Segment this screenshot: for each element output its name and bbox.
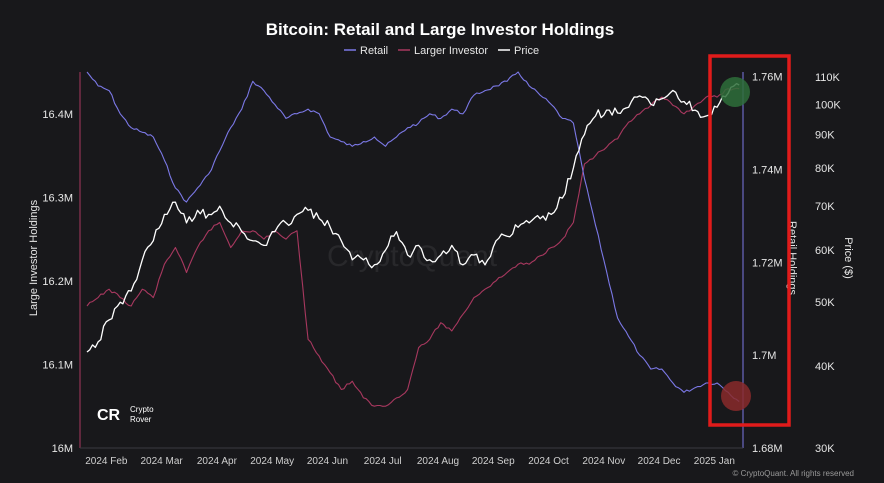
x-tick-2024-feb: 2024 Feb: [85, 456, 128, 467]
crypto-rover-logo: CR Crypto Rover: [97, 405, 154, 424]
right-outer-axis-title: Price ($): [842, 237, 854, 279]
left-tick-16-2m: 16.2M: [42, 276, 73, 288]
watermark: CryptoQuant: [327, 240, 498, 273]
x-tick-2024-mar: 2024 Mar: [140, 456, 183, 467]
x-tick-2025-jan: 2025 Jan: [694, 456, 735, 467]
left-axis-ticks: 16M 16.1M 16.2M 16.3M 16.4M: [42, 109, 73, 455]
left-tick-16-1m: 16.1M: [42, 359, 73, 371]
left-axis-title: Large Investor Holdings: [28, 199, 40, 316]
legend: Retail Larger Investor Price: [344, 45, 539, 57]
retail-tick-1-76m: 1.76M: [752, 72, 783, 84]
left-tick-16-4m: 16.4M: [42, 109, 73, 121]
x-tick-2024-jul: 2024 Jul: [364, 456, 402, 467]
price-tick-50k: 50K: [815, 297, 835, 309]
series-lines: [86, 71, 740, 407]
retail-tick-1-68m: 1.68M: [752, 443, 783, 455]
x-tick-2024-dec: 2024 Dec: [638, 456, 681, 467]
price-tick-40k: 40K: [815, 361, 835, 373]
legend-label-retail: Retail: [360, 45, 388, 57]
left-tick-16-3m: 16.3M: [42, 192, 73, 204]
price-tick-90k: 90K: [815, 129, 835, 141]
annotation-highlight-box: [708, 54, 791, 427]
series-line-price: [86, 82, 740, 353]
cr-logo-icon: CR: [97, 407, 121, 424]
retail-tick-1-7m: 1.7M: [752, 350, 776, 362]
x-axis-ticks: 2024 Feb 2024 Mar 2024 Apr 2024 May 2024 Jun…: [85, 456, 735, 467]
series-line-retail: [86, 71, 740, 403]
x-tick-2024-may: 2024 May: [250, 456, 294, 467]
annotation-circle-high: [720, 77, 750, 107]
left-tick-16m: 16M: [52, 443, 73, 455]
x-tick-2024-apr: 2024 Apr: [197, 456, 238, 467]
price-tick-30k: 30K: [815, 443, 835, 455]
price-tick-70k: 70K: [815, 201, 835, 213]
legend-label-larger-investor: Larger Investor: [414, 45, 488, 57]
retail-axis-ticks: 1.68M 1.7M 1.72M 1.74M 1.76M: [752, 72, 783, 455]
retail-tick-1-72m: 1.72M: [752, 257, 783, 269]
x-tick-2024-aug: 2024 Aug: [417, 456, 459, 467]
series-line-larger-investor: [86, 87, 740, 407]
x-tick-2024-jun: 2024 Jun: [307, 456, 348, 467]
price-tick-60k: 60K: [815, 245, 835, 257]
price-tick-100k: 100K: [815, 99, 841, 111]
price-tick-80k: 80K: [815, 163, 835, 175]
x-tick-2024-oct: 2024 Oct: [528, 456, 569, 467]
annotation-circle-low: [721, 381, 751, 411]
legend-label-price: Price: [514, 45, 539, 57]
copyright-credit: © CryptoQuant. All rights reserved: [733, 469, 855, 478]
brand-line-2: Rover: [130, 415, 152, 424]
x-tick-2024-nov: 2024 Nov: [582, 456, 625, 467]
retail-tick-1-74m: 1.74M: [752, 164, 783, 176]
chart-title: Bitcoin: Retail and Large Investor Holdi…: [266, 20, 615, 39]
price-tick-110k: 110K: [815, 72, 841, 84]
x-tick-2024-sep: 2024 Sep: [472, 456, 515, 467]
price-axis-ticks: 30K 40K 50K 60K 70K 80K 90K 100K 110K: [815, 72, 841, 455]
brand-line-1: Crypto: [130, 405, 154, 414]
